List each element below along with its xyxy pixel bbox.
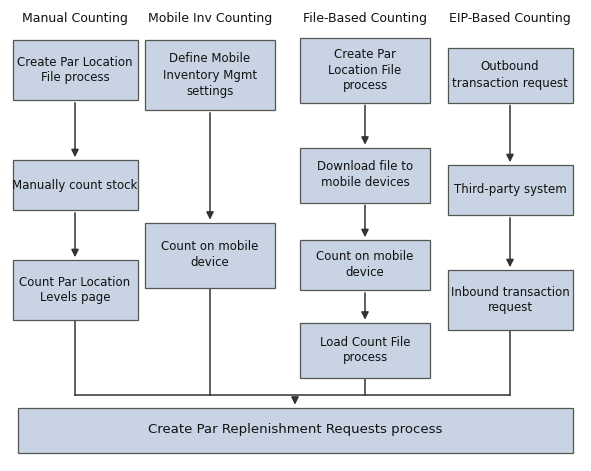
Text: Count Par Location
Levels page: Count Par Location Levels page <box>20 276 131 304</box>
FancyBboxPatch shape <box>447 48 573 103</box>
Text: Download file to
mobile devices: Download file to mobile devices <box>317 161 413 189</box>
Text: Create Par
Location File
process: Create Par Location File process <box>329 48 402 92</box>
Text: Create Par Replenishment Requests process: Create Par Replenishment Requests proces… <box>148 423 442 437</box>
FancyBboxPatch shape <box>12 160 138 210</box>
Text: Outbound
transaction request: Outbound transaction request <box>452 60 568 89</box>
Text: Mobile Inv Counting: Mobile Inv Counting <box>148 12 272 25</box>
Text: Count on mobile
device: Count on mobile device <box>316 251 414 279</box>
Text: File-Based Counting: File-Based Counting <box>303 12 427 25</box>
FancyBboxPatch shape <box>145 222 275 287</box>
Text: Count on mobile
device: Count on mobile device <box>161 241 259 269</box>
Text: Manually count stock: Manually count stock <box>12 179 138 192</box>
Text: Third-party system: Third-party system <box>454 184 566 196</box>
Text: Load Count File
process: Load Count File process <box>320 335 410 365</box>
Text: Create Par Location
File process: Create Par Location File process <box>17 56 133 84</box>
FancyBboxPatch shape <box>12 40 138 100</box>
Text: Define Mobile
Inventory Mgmt
settings: Define Mobile Inventory Mgmt settings <box>163 52 257 97</box>
FancyBboxPatch shape <box>18 407 573 453</box>
FancyBboxPatch shape <box>300 147 430 203</box>
FancyBboxPatch shape <box>12 260 138 320</box>
Text: EIP-Based Counting: EIP-Based Counting <box>449 12 571 25</box>
FancyBboxPatch shape <box>300 38 430 103</box>
FancyBboxPatch shape <box>145 40 275 110</box>
FancyBboxPatch shape <box>447 165 573 215</box>
FancyBboxPatch shape <box>300 323 430 377</box>
FancyBboxPatch shape <box>300 240 430 290</box>
Text: Inbound transaction
request: Inbound transaction request <box>450 285 569 315</box>
Text: Manual Counting: Manual Counting <box>22 12 128 25</box>
FancyBboxPatch shape <box>447 270 573 330</box>
